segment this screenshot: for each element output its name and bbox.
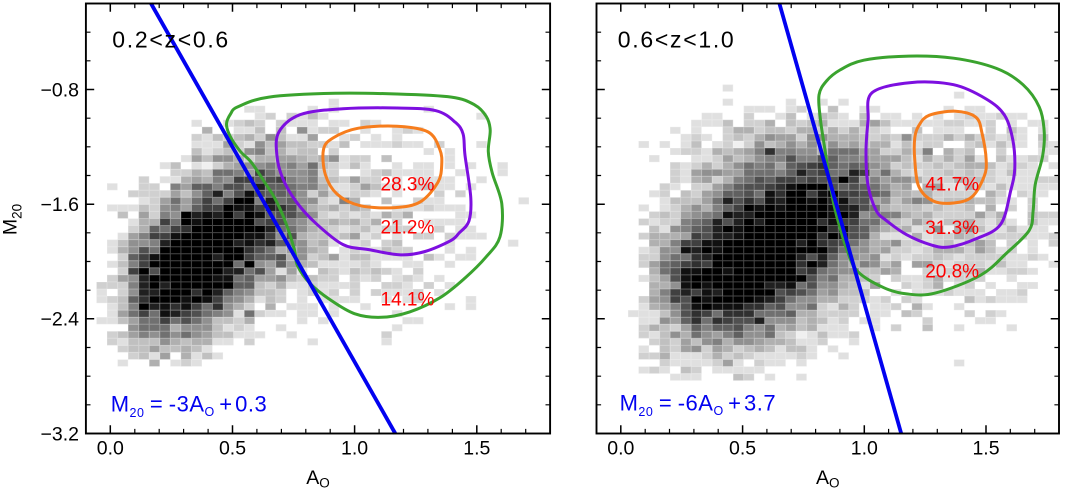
svg-text:−2.4: −2.4 [41,309,80,331]
svg-text:M20: M20 [0,204,25,235]
svg-text:0.6<z<1.0: 0.6<z<1.0 [618,27,736,53]
svg-text:1.5: 1.5 [463,438,490,460]
svg-text:0.0: 0.0 [97,438,124,460]
svg-text:0.2<z<0.6: 0.2<z<0.6 [112,27,230,53]
svg-text:1.0: 1.0 [851,438,878,460]
svg-text:14.1%: 14.1% [381,289,435,310]
svg-text:0.5: 0.5 [219,438,246,460]
svg-text:31.3%: 31.3% [925,218,979,239]
svg-text:28.3%: 28.3% [381,175,435,196]
svg-text:1.5: 1.5 [972,438,999,460]
svg-text:0.5: 0.5 [729,438,756,460]
svg-text:0.0: 0.0 [607,438,634,460]
svg-text:−3.2: −3.2 [41,423,80,445]
svg-text:21.2%: 21.2% [381,218,435,239]
svg-text:−0.8: −0.8 [41,79,80,101]
svg-text:1.0: 1.0 [341,438,368,460]
svg-text:41.7%: 41.7% [925,175,979,196]
svg-text:−1.6: −1.6 [41,194,80,216]
svg-text:20.8%: 20.8% [925,261,979,282]
